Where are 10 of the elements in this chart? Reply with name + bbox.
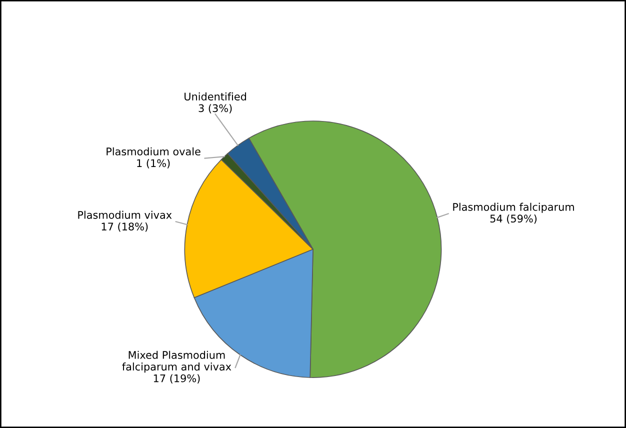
slice-label: Unidentified bbox=[184, 92, 246, 100]
slice-label: Mixed Plasmodium falciparum and vivax bbox=[122, 350, 232, 373]
data-label: 17 (19%) bbox=[154, 374, 200, 384]
slice-label: Plasmodium vivax bbox=[78, 210, 172, 219]
data-label: 3 (3%) bbox=[198, 104, 232, 114]
slice-label: Plasmodium falciparum bbox=[453, 202, 574, 213]
data-label: 17 (18%) bbox=[102, 222, 148, 232]
data-label: 1 (1%) bbox=[137, 159, 170, 168]
data-label: 54 (59%) bbox=[490, 214, 537, 224]
slice-label: Plasmodium ovale bbox=[106, 147, 200, 156]
